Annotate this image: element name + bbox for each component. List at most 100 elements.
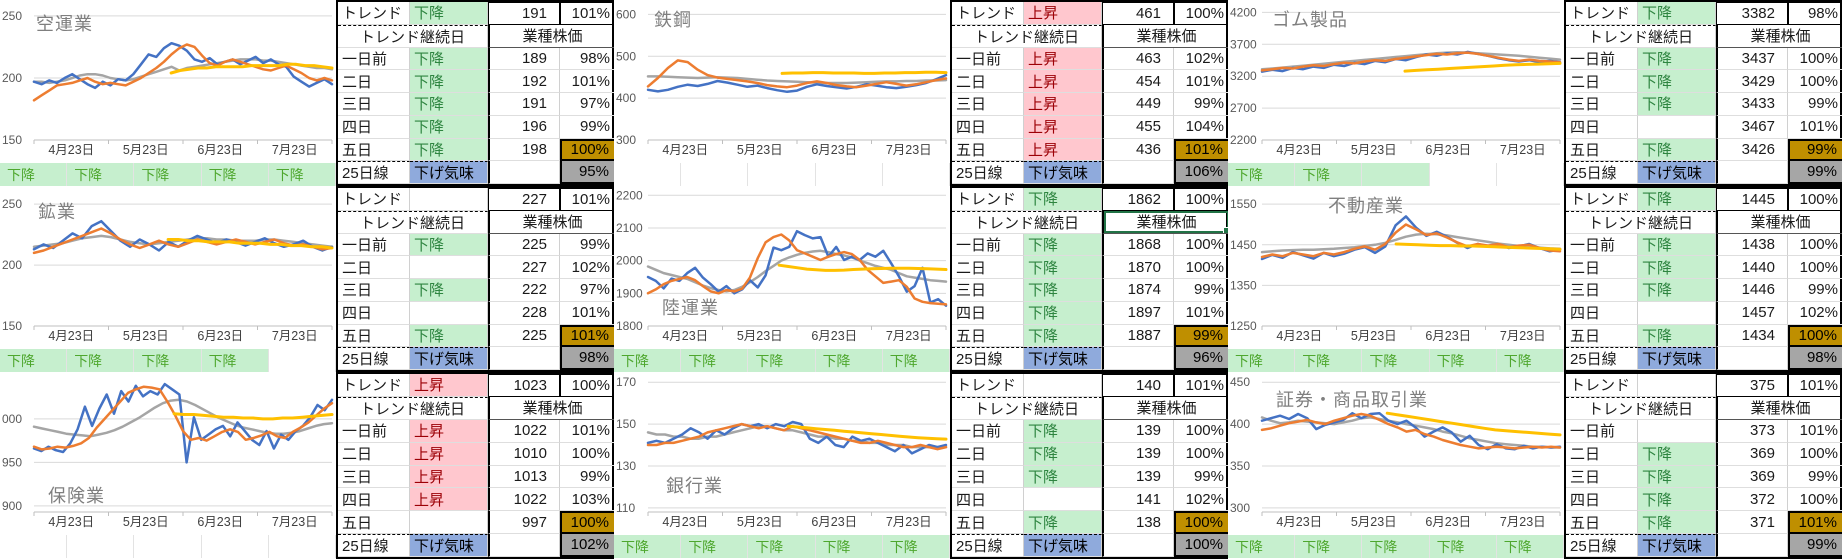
cell-day-label[interactable]: 四日: [952, 301, 1024, 325]
cell-day-pct[interactable]: 101%: [1788, 116, 1842, 139]
cell-day-label[interactable]: 二日: [338, 442, 410, 466]
trend-band-cell[interactable]: 下降: [0, 163, 68, 186]
trend-badge-down[interactable]: 下降: [410, 70, 488, 93]
trend-band-cell[interactable]: 下降: [1362, 535, 1430, 558]
cell-day-label[interactable]: 三日: [952, 279, 1024, 302]
chart-object-7[interactable]: 170 150 130 110 4月23日 5月23日 6月23日 7月23日 銀行業 下降 下降下…: [614, 372, 950, 559]
cell-day-pct[interactable]: 99%: [560, 233, 616, 257]
cell-day-value[interactable]: 141: [1102, 488, 1174, 512]
cell-day-value[interactable]: 1868: [1102, 233, 1174, 257]
trend-badge-up[interactable]: 上昇: [410, 488, 488, 512]
trend-badge-down[interactable]: 下降: [1638, 442, 1716, 466]
trend-badge-up[interactable]: 上昇: [410, 442, 488, 466]
cell-cont-header[interactable]: トレンド継続日: [1566, 210, 1716, 234]
cell-ma-pct[interactable]: 99%: [1788, 161, 1842, 184]
cell-sector-pct[interactable]: 101%: [560, 2, 616, 25]
trend-band-cell[interactable]: 下降: [67, 163, 135, 186]
cell-day-label[interactable]: 四日: [952, 488, 1024, 512]
cell-day-label[interactable]: 三日: [1566, 279, 1638, 302]
cell-day-label[interactable]: 五日: [338, 138, 410, 162]
cell-day-value[interactable]: 189: [488, 47, 560, 71]
cell-ma-value[interactable]: [1716, 347, 1788, 370]
cell-day-pct-highlight[interactable]: 99%: [1788, 138, 1842, 162]
cell-day-label[interactable]: 二日: [1566, 442, 1638, 466]
trend-band-cell[interactable]: [1429, 163, 1497, 186]
cell-day-label[interactable]: 一日前: [338, 47, 410, 71]
cell-ma-label[interactable]: 25日線: [338, 534, 410, 557]
cell-price-header[interactable]: 業種株価: [1102, 24, 1230, 48]
cell-ma-value[interactable]: [1102, 534, 1174, 557]
trend-badge-down[interactable]: 下降: [1024, 419, 1102, 443]
trend-band-cell[interactable]: 下降: [748, 349, 816, 372]
cell-day-label[interactable]: 一日前: [1566, 233, 1638, 257]
cell-day-value[interactable]: 1870: [1102, 256, 1174, 279]
cell-day-label[interactable]: 三日: [952, 93, 1024, 116]
cell-sector-value[interactable]: 1445: [1716, 188, 1788, 211]
trend-badge-down[interactable]: 下降: [1638, 256, 1716, 279]
cell-day-pct-highlight[interactable]: 99%: [1174, 324, 1230, 348]
cell-day-pct[interactable]: 99%: [1788, 466, 1842, 489]
cell-trend-label[interactable]: トレンド: [952, 188, 1024, 211]
cell-day-value[interactable]: 1457: [1716, 301, 1788, 325]
chart-object-5[interactable]: 1550 1450 1350 1250 4月23日 5月23日 6月23日 7月23日 不動産業…: [1228, 186, 1564, 372]
cell-day-label[interactable]: 四日: [952, 115, 1024, 139]
cell-day-pct[interactable]: 102%: [560, 256, 616, 279]
trend-band-cell[interactable]: 下降: [1496, 535, 1564, 558]
cell-price-header[interactable]: 業種株価: [1102, 210, 1230, 234]
trend-band-cell[interactable]: 下降: [614, 535, 682, 558]
cell-day-pct[interactable]: 99%: [1174, 465, 1230, 489]
cell-day-pct[interactable]: 100%: [1788, 70, 1842, 93]
cell-trend-label[interactable]: トレンド: [952, 374, 1024, 397]
trend-badge-up[interactable]: 上昇: [1024, 47, 1102, 71]
trend-badge-up[interactable]: 上昇: [1024, 138, 1102, 162]
trend-band-cell[interactable]: [815, 163, 883, 186]
cell-day-value[interactable]: 455: [1102, 115, 1174, 139]
cell-trend-value[interactable]: [1638, 115, 1716, 139]
cell-sector-value[interactable]: 1862: [1102, 188, 1174, 211]
cell-day-label[interactable]: 四日: [338, 115, 410, 139]
trend-badge-down[interactable]: 下降: [1024, 324, 1102, 348]
cell-price-header[interactable]: 業種株価: [1716, 24, 1842, 48]
cell-day-value[interactable]: 139: [1102, 419, 1174, 443]
cell-day-label[interactable]: 三日: [1566, 93, 1638, 116]
ma-trend-badge[interactable]: 下げ気味: [1638, 534, 1716, 557]
cell-day-value[interactable]: 369: [1716, 442, 1788, 466]
trend-badge-up[interactable]: 上昇: [410, 419, 488, 443]
cell-day-label[interactable]: 三日: [1566, 465, 1638, 489]
cell-day-value[interactable]: 225: [488, 324, 560, 348]
cell-ma-value[interactable]: [1102, 347, 1174, 370]
cell-ma-label[interactable]: 25日線: [1566, 347, 1638, 370]
cell-day-label[interactable]: 五日: [952, 138, 1024, 162]
trend-badge-down[interactable]: 下降: [1638, 47, 1716, 71]
cell-trend-label[interactable]: トレンド: [1566, 188, 1638, 211]
trend-badge-down[interactable]: 下降: [1638, 324, 1716, 348]
cell-ma-value[interactable]: [1716, 161, 1788, 184]
cell-price-header[interactable]: 業種株価: [488, 24, 616, 48]
cell-day-pct[interactable]: 99%: [560, 115, 616, 139]
trend-badge-down[interactable]: 下降: [410, 2, 488, 25]
cell-day-value[interactable]: 997: [488, 511, 560, 535]
trend-band-cell[interactable]: 下降: [67, 349, 135, 372]
cell-ma-pct[interactable]: 96%: [1174, 347, 1230, 370]
sector-chart-plot[interactable]: 250 200 150 4月23日 5月23日 6月23日 7月23日 鉱業: [0, 186, 336, 349]
cell-day-pct[interactable]: 101%: [560, 301, 616, 325]
cell-day-pct[interactable]: 97%: [560, 279, 616, 302]
trend-badge-up[interactable]: 上昇: [1024, 2, 1102, 25]
chart-object-6[interactable]: 000 950 900 4月23日 5月23日 6月23日 7月23日 保険業: [0, 372, 336, 559]
trend-badge-down[interactable]: 下降: [410, 115, 488, 139]
cell-day-pct-highlight[interactable]: 101%: [560, 324, 616, 348]
trend-badge-down[interactable]: 下降: [1024, 511, 1102, 535]
cell-day-value[interactable]: 372: [1716, 488, 1788, 512]
trend-badge-down[interactable]: 下降: [1638, 233, 1716, 257]
cell-day-value[interactable]: 3467: [1716, 115, 1788, 139]
cell-ma-pct[interactable]: 99%: [1788, 534, 1842, 557]
cell-cont-header[interactable]: トレンド継続日: [1566, 396, 1716, 420]
trend-badge-down[interactable]: 下降: [410, 233, 488, 257]
cell-day-value[interactable]: 1874: [1102, 279, 1174, 302]
cell-day-pct[interactable]: 100%: [1174, 256, 1230, 279]
cell-price-header[interactable]: 業種株価: [488, 210, 616, 234]
trend-band-cell[interactable]: 下降: [681, 535, 749, 558]
cell-ma-pct[interactable]: 106%: [1174, 161, 1230, 184]
cell-day-value[interactable]: 192: [488, 70, 560, 93]
cell-trend-value[interactable]: [1638, 374, 1716, 397]
